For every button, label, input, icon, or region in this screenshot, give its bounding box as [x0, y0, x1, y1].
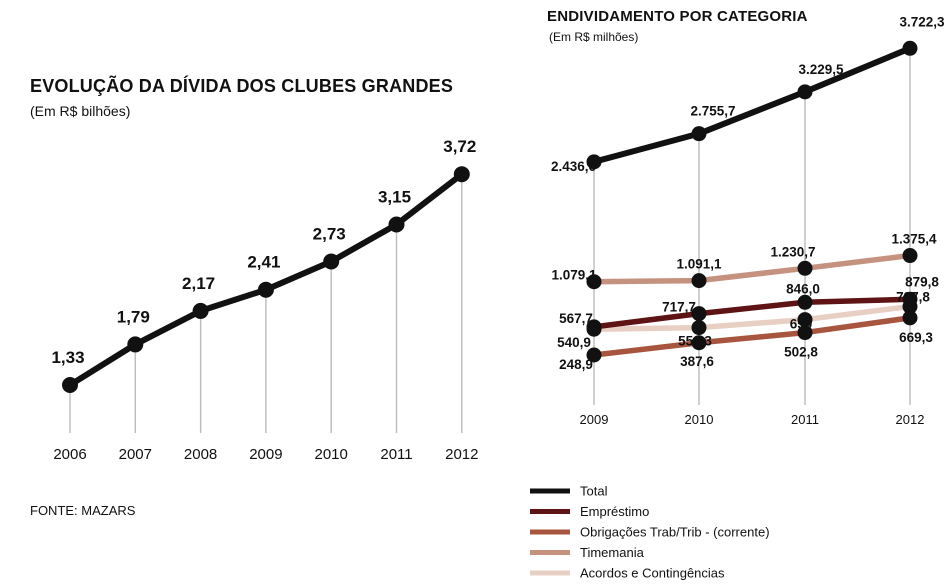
right-data-label-obrigacoes-2010: 387,6 — [680, 354, 714, 369]
right-data-label-timemania-2011: 1.230,7 — [770, 244, 815, 259]
right-line-acordos — [591, 303, 913, 332]
right-point-timemania-2011 — [797, 260, 813, 276]
right-point-total-2010 — [691, 126, 707, 142]
right-data-label-total-2010: 2.755,7 — [690, 104, 735, 119]
right-data-label-emprestimo-2009: 567,7 — [559, 311, 593, 326]
right-point-emprestimo-2011 — [797, 294, 813, 310]
left-tick-label-2008: 2008 — [184, 446, 217, 463]
right-data-label-acordos-2009: 540,9 — [557, 335, 591, 350]
left-chart-subtitle: (Em R$ bilhões) — [30, 103, 131, 119]
right-chart-subtitle: (Em R$ milhões) — [549, 30, 639, 44]
right-point-emprestimo-2010 — [691, 306, 707, 322]
right-point-obrigacoes-2010 — [691, 335, 707, 351]
right-data-label-acordos-2010: 559,3 — [678, 334, 712, 349]
right-tick-label-2011: 2011 — [791, 412, 819, 427]
left-tick-label-2011: 2011 — [380, 446, 412, 463]
left-tick-label-2010: 2010 — [315, 446, 348, 463]
left-data-label-2006: 1,33 — [51, 348, 84, 367]
right-data-label-emprestimo-2011: 846,0 — [786, 281, 820, 296]
right-point-obrigacoes-2012 — [902, 310, 918, 326]
right-data-label-timemania-2010: 1.091,1 — [676, 257, 722, 272]
left-chart-title: EVOLUÇÃO DA DÍVIDA DOS CLUBES GRANDES — [30, 76, 454, 96]
right-line-total — [591, 45, 913, 165]
right-data-label-total-2011: 3.229,5 — [798, 62, 844, 77]
left-point-2008 — [192, 302, 209, 319]
left-point-2010 — [323, 253, 340, 270]
right-point-total-2009 — [586, 154, 602, 170]
left-data-label-2010: 2,73 — [313, 225, 346, 244]
left-point-2012 — [453, 166, 470, 183]
right-data-label-obrigacoes-2011: 502,8 — [784, 345, 818, 360]
right-point-emprestimo-2012 — [902, 291, 918, 307]
right-point-total-2011 — [797, 84, 813, 100]
right-data-label-emprestimo-2012: 879,8 — [905, 274, 939, 289]
right-chart-legend: Total Empréstimo Obrigações Trab/Trib - (c… — [530, 484, 770, 581]
right-chart-title: ENDIVIDAMENTO POR CATEGORIA — [547, 8, 808, 25]
left-tick-label-2007: 2007 — [119, 446, 152, 463]
left-tick-label-2009: 2009 — [249, 446, 282, 463]
right-point-timemania-2010 — [691, 273, 707, 289]
right-data-label-timemania-2009: 1.079,1 — [551, 268, 597, 283]
right-tick-label-2009: 2009 — [580, 412, 609, 427]
right-point-obrigacoes-2009 — [586, 347, 602, 363]
legend-label-acordos: Acordos e Contingências — [580, 566, 725, 581]
right-tick-label-2012: 2012 — [896, 412, 925, 427]
source-note: FONTE: MAZARS — [30, 503, 136, 518]
left-tick-label-2006: 2006 — [53, 446, 86, 463]
right-data-label-obrigacoes-2009: 248,9 — [559, 357, 593, 372]
right-debt-by-category-chart: 2.436,6 2.755,7 3.229,5 3.722,3 567,7 717,7 84… — [551, 14, 945, 427]
right-line-timemania — [591, 252, 913, 285]
left-point-2006 — [62, 377, 78, 393]
right-point-acordos-2010 — [691, 320, 707, 336]
right-data-label-total-2009: 2.436,6 — [551, 159, 597, 174]
legend-label-obrigacoes: Obrigações Trab/Trib - (corrente) — [580, 525, 770, 540]
left-tick-label-2012: 2012 — [445, 446, 478, 463]
right-data-label-emprestimo-2010: 717,7 — [662, 300, 696, 315]
right-data-label-acordos-2012: 797,8 — [896, 290, 930, 305]
right-line-obrigacoes — [591, 315, 913, 358]
right-data-label-total-2012: 3.722,3 — [899, 14, 945, 29]
left-debt-evolution-chart: 1,33 2006 1,79 2007 2,17 2008 2,41 2009 2,73 2010… — [51, 137, 478, 463]
right-line-emprestimo — [591, 296, 913, 330]
left-point-2007 — [127, 336, 144, 353]
right-point-obrigacoes-2011 — [797, 325, 813, 341]
legend-label-timemania: Timemania — [580, 545, 645, 560]
right-point-timemania-2012 — [902, 248, 918, 264]
right-tick-label-2010: 2010 — [685, 412, 714, 427]
left-data-label-2007: 1,79 — [117, 307, 150, 326]
left-point-2009 — [257, 281, 274, 298]
left-point-2011 — [388, 216, 405, 233]
left-data-label-2009: 2,41 — [247, 253, 280, 272]
right-point-total-2012 — [902, 40, 918, 56]
right-data-label-timemania-2012: 1.375,4 — [891, 232, 937, 247]
left-data-label-2011: 3,15 — [378, 187, 411, 206]
right-point-acordos-2011 — [797, 312, 813, 328]
right-data-label-acordos-2011: 650 — [790, 317, 813, 332]
legend-label-emprestimo: Empréstimo — [580, 504, 649, 519]
right-point-emprestimo-2009 — [586, 319, 602, 335]
right-point-timemania-2009 — [586, 274, 602, 290]
legend-label-total: Total — [580, 484, 608, 499]
left-data-label-2008: 2,17 — [182, 274, 215, 293]
left-data-label-2012: 3,72 — [443, 137, 476, 156]
right-data-label-obrigacoes-2012: 669,3 — [899, 330, 933, 345]
